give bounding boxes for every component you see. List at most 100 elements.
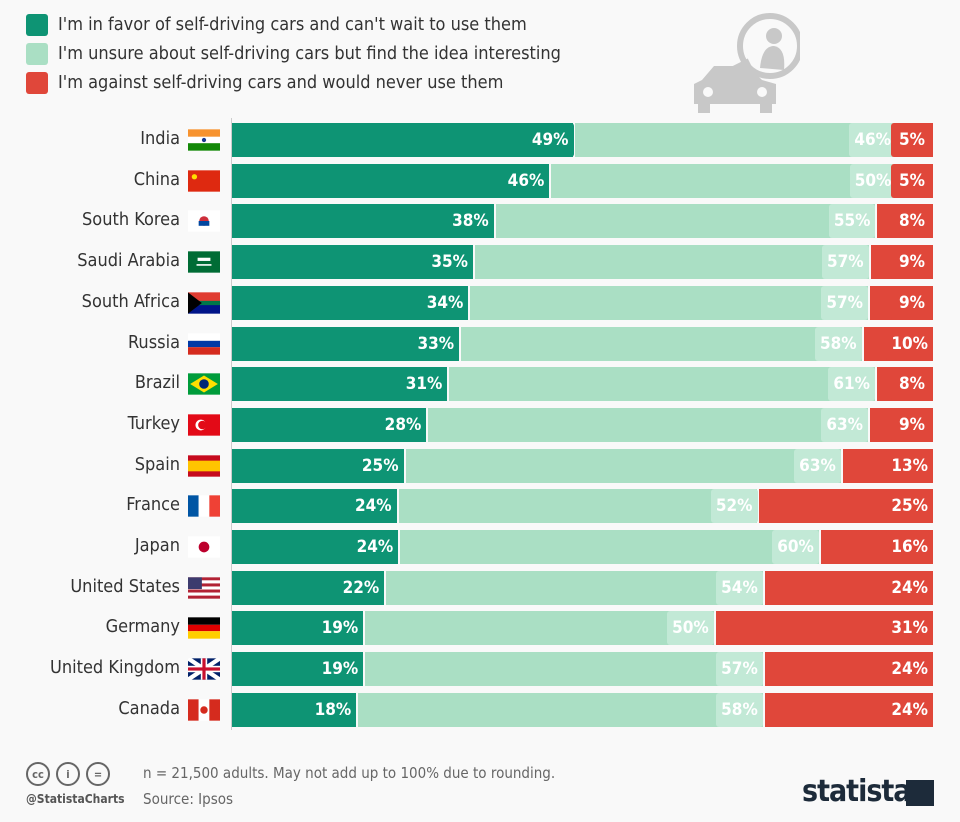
country-label: Canada xyxy=(118,697,180,719)
bar-segment xyxy=(428,407,868,442)
bar-segment xyxy=(358,692,763,727)
data-label: 52% xyxy=(710,489,758,524)
bar-row: Spain 25% 63% 13% xyxy=(0,448,960,483)
attribution-icon: i xyxy=(56,762,80,786)
data-label: 57% xyxy=(821,245,869,280)
bar-row: South Korea 38% 55% 8% xyxy=(0,204,960,239)
country-label: Brazil xyxy=(134,372,180,394)
bar-row: Brazil 31% 61% 8% xyxy=(0,367,960,402)
russia-flag-icon xyxy=(188,332,220,355)
data-label: 5% xyxy=(891,123,933,157)
data-label: 57% xyxy=(821,285,868,320)
data-label: 33% xyxy=(412,326,460,361)
data-label: 22% xyxy=(337,570,385,605)
source: Source: Ipsos xyxy=(143,790,234,808)
no-derivatives-icon: = xyxy=(86,762,110,786)
legend-item: I'm against self-driving cars and would … xyxy=(26,68,561,97)
data-label: 16% xyxy=(886,530,933,564)
bar-segment xyxy=(400,530,819,564)
bar-segment xyxy=(405,448,841,483)
bar-segment xyxy=(551,163,897,198)
data-label: 9% xyxy=(891,245,933,280)
data-label: 57% xyxy=(716,652,763,687)
data-label: 18% xyxy=(309,692,357,727)
bar-row: Saudi Arabia 35% 57% 9% xyxy=(0,245,960,280)
legend-swatch xyxy=(26,13,48,36)
country-label: United Kingdom xyxy=(50,657,180,679)
bar-segment xyxy=(495,204,876,239)
data-label: 63% xyxy=(821,407,868,442)
legend-label: I'm against self-driving cars and would … xyxy=(58,72,504,93)
country-label: France xyxy=(126,494,180,516)
data-label: 19% xyxy=(316,611,364,646)
country-label: Turkey xyxy=(127,412,180,434)
bar-segment xyxy=(575,123,896,157)
bar-segment xyxy=(470,285,868,320)
bar-row: Turkey 28% 63% 9% xyxy=(0,407,960,442)
country-label: Spain xyxy=(134,453,180,475)
bar-segment xyxy=(365,652,763,687)
legend-item: I'm in favor of self-driving cars and ca… xyxy=(26,10,561,39)
japan-flag-icon xyxy=(188,536,220,558)
legend-label: I'm in favor of self-driving cars and ca… xyxy=(58,14,527,35)
data-label: 10% xyxy=(886,326,933,361)
legend-swatch xyxy=(26,71,48,94)
footnote: n = 21,500 adults. May not add up to 100… xyxy=(143,764,556,782)
bar-segment xyxy=(398,489,758,524)
bar-segment xyxy=(365,611,714,646)
data-label: 61% xyxy=(828,367,875,402)
country-label: South Korea xyxy=(82,209,180,231)
bar-row: United Kingdom 19% 57% 24% xyxy=(0,652,960,687)
statista-logo[interactable]: statista xyxy=(802,774,912,809)
south-africa-flag-icon xyxy=(188,292,220,314)
data-label: 50% xyxy=(667,611,714,646)
bar-row: South Africa 34% 57% 9% xyxy=(0,285,960,320)
germany-flag-icon xyxy=(188,617,220,640)
bar-row: China 46% 50% 5% xyxy=(0,163,960,198)
bar-row: Russia 33% 58% 10% xyxy=(0,326,960,361)
data-label: 46% xyxy=(502,163,550,198)
data-label: 24% xyxy=(886,652,933,687)
data-label: 60% xyxy=(772,530,819,564)
data-label: 8% xyxy=(891,367,933,402)
data-label: 46% xyxy=(849,123,896,157)
bar-segment xyxy=(474,245,869,280)
data-label: 58% xyxy=(716,692,763,727)
saudi-arabia-flag-icon xyxy=(188,251,220,273)
turkey-flag-icon xyxy=(188,414,220,436)
data-label: 9% xyxy=(891,407,933,442)
bar-segment xyxy=(461,326,862,361)
bar-row: Canada 18% 58% 24% xyxy=(0,692,960,727)
data-label: 24% xyxy=(886,692,933,727)
country-label: Saudi Arabia xyxy=(77,250,180,272)
bar-segment xyxy=(232,123,574,157)
data-label: 8% xyxy=(891,204,933,239)
data-label: 55% xyxy=(828,204,876,239)
data-label: 28% xyxy=(379,407,427,442)
country-label: United States xyxy=(70,575,180,597)
united-states-flag-icon xyxy=(188,577,220,599)
country-label: Japan xyxy=(134,535,180,556)
france-flag-icon xyxy=(188,495,220,517)
country-label: South Africa xyxy=(81,290,180,312)
twitter-handle[interactable]: @StatistaCharts xyxy=(26,792,125,806)
data-label: 19% xyxy=(316,652,364,687)
self-driving-car-icon xyxy=(694,13,800,113)
data-label: 38% xyxy=(447,204,494,239)
bar-segment xyxy=(449,367,875,402)
legend-item: I'm unsure about self-driving cars but f… xyxy=(26,39,561,68)
country-label: Germany xyxy=(105,616,180,638)
united-kingdom-flag-icon xyxy=(188,658,220,681)
bar-row: Japan 24% 60% 16% xyxy=(0,530,960,564)
country-label: China xyxy=(133,168,180,190)
legend-swatch xyxy=(26,42,48,65)
china-flag-icon xyxy=(188,170,220,192)
axis-line xyxy=(231,118,232,730)
data-label: 31% xyxy=(886,611,933,646)
india-flag-icon xyxy=(188,129,220,151)
brazil-flag-icon xyxy=(188,373,220,395)
data-label: 24% xyxy=(886,570,933,605)
data-label: 24% xyxy=(349,489,397,524)
bar-segment xyxy=(232,163,550,198)
